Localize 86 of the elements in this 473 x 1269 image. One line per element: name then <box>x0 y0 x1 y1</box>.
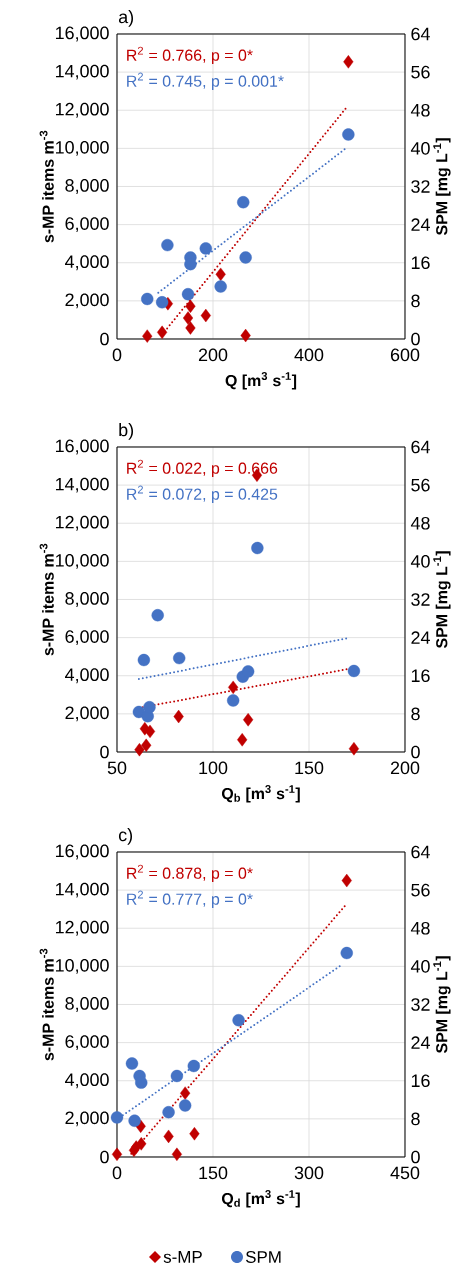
x-tick-label: 600 <box>390 348 420 362</box>
y2-tick-label: 0 <box>411 332 420 346</box>
y2-tick-label: 8 <box>411 707 420 721</box>
y2-axis-title: SPM [mg L$^{-1}$] <box>433 956 451 1054</box>
x-axis-title: Q [m$^{3}$ s$^{-1}$] <box>225 372 297 390</box>
y-tick-label: 16,000 <box>55 439 109 455</box>
annotation: R$^{2}$ = 0.022, p = 0.666 <box>127 459 278 478</box>
y-tick-label: 0 <box>100 1150 109 1164</box>
y2-tick-label: 0 <box>411 1150 420 1164</box>
y2-tick-label: 56 <box>411 883 430 897</box>
chart-title: a) <box>118 10 134 27</box>
annotation: R$^{2}$ = 0.766, p = 0* <box>127 46 253 65</box>
y-tick-label: 4,000 <box>65 255 109 271</box>
annotation: R$^{2}$ = 0.072, p = 0.425 <box>127 485 278 503</box>
y-tick-label: 8,000 <box>65 997 109 1012</box>
chart-title: b) <box>119 423 134 440</box>
y2-tick-label: 48 <box>410 103 430 117</box>
x-axis-title: Q$_{d}$ [m$^{3}$ s$^{-1}$] <box>221 1190 300 1208</box>
y-tick-label: 4,000 <box>65 1073 109 1089</box>
y2-tick-label: 8 <box>411 1112 420 1126</box>
annotation: R$^{2}$ = 0.745, p = 0.001* <box>127 72 284 90</box>
y2-tick-label: 24 <box>411 218 430 231</box>
y-tick-label: 16,000 <box>55 844 109 860</box>
y2-axis-title: SPM [mg L$^{-1}$] <box>433 138 451 236</box>
x-tick-label: 0 <box>112 348 122 362</box>
y-tick-label: 10,000 <box>55 140 109 156</box>
annotation: R$^{2}$ = 0.777, p = 0* <box>127 890 253 908</box>
y-tick-label: 8,000 <box>65 592 109 607</box>
y2-tick-label: 64 <box>411 845 430 859</box>
y-tick-label: 0 <box>100 745 109 759</box>
y-tick-label: 12,000 <box>55 515 109 531</box>
chart-title: c) <box>118 828 133 845</box>
x-tick-label: 300 <box>294 1166 324 1180</box>
annotation: R$^{2}$ = 0.878, p = 0* <box>127 864 253 883</box>
y-tick-label: 2,000 <box>65 293 109 309</box>
x-tick-label: 150 <box>199 1166 228 1180</box>
y-tick-label: 2,000 <box>65 1111 109 1127</box>
y2-tick-label: 40 <box>410 555 430 568</box>
y2-tick-label: 56 <box>411 65 430 79</box>
y-tick-label: 2,000 <box>65 706 109 722</box>
y-axis-title: s-MP items m$^{-3}$ <box>39 543 54 656</box>
y2-tick-label: 24 <box>411 631 430 644</box>
y-tick-label: 6,000 <box>65 630 109 646</box>
y-tick-label: 8,000 <box>65 179 109 194</box>
y2-tick-label: 32 <box>411 593 430 606</box>
legend-label: SPM <box>245 1250 281 1263</box>
x-tick-label: 450 <box>390 1166 420 1180</box>
y2-tick-label: 16 <box>411 1074 430 1088</box>
y2-tick-label: 48 <box>410 516 430 530</box>
y-axis-title: s-MP items m$^{-3}$ <box>39 948 54 1061</box>
x-tick-label: 150 <box>295 761 324 775</box>
y-tick-label: 16,000 <box>55 26 109 42</box>
y2-tick-label: 48 <box>410 921 430 935</box>
x-tick-label: 200 <box>198 348 228 362</box>
y-tick-label: 14,000 <box>55 477 109 493</box>
y2-tick-label: 16 <box>411 669 430 683</box>
x-axis-title: Q$_{b}$ [m$^{3}$ s$^{-1}$] <box>221 785 300 803</box>
y-tick-label: 10,000 <box>55 958 109 974</box>
y-tick-label: 12,000 <box>55 920 109 936</box>
y2-tick-label: 0 <box>411 745 420 759</box>
y2-tick-label: 40 <box>410 960 430 973</box>
y2-tick-label: 64 <box>411 27 430 41</box>
y2-tick-label: 32 <box>411 998 430 1011</box>
y-tick-label: 12,000 <box>55 102 109 118</box>
x-tick-label: 0 <box>112 1166 122 1180</box>
y2-tick-label: 16 <box>411 256 430 270</box>
y2-tick-label: 56 <box>411 478 430 492</box>
y2-tick-label: 24 <box>411 1036 430 1049</box>
y2-tick-label: 40 <box>410 142 430 155</box>
x-tick-label: 200 <box>390 761 420 775</box>
y-tick-label: 6,000 <box>65 1035 109 1051</box>
y2-tick-label: 64 <box>411 440 430 454</box>
x-tick-label: 400 <box>294 348 324 362</box>
y-tick-label: 14,000 <box>55 882 109 898</box>
y-tick-label: 6,000 <box>65 217 109 233</box>
x-tick-label: 100 <box>199 761 228 775</box>
y-tick-label: 0 <box>100 332 109 346</box>
x-tick-label: 50 <box>107 761 127 775</box>
y2-axis-title: SPM [mg L$^{-1}$] <box>433 551 451 649</box>
y2-tick-label: 8 <box>411 294 420 308</box>
y-tick-label: 4,000 <box>65 668 109 684</box>
legend-label: s-MP <box>163 1251 202 1263</box>
y-axis-title: s-MP items m$^{-3}$ <box>39 130 54 243</box>
y2-tick-label: 32 <box>411 180 430 193</box>
y-tick-label: 10,000 <box>55 553 109 569</box>
y-tick-label: 14,000 <box>55 64 109 80</box>
